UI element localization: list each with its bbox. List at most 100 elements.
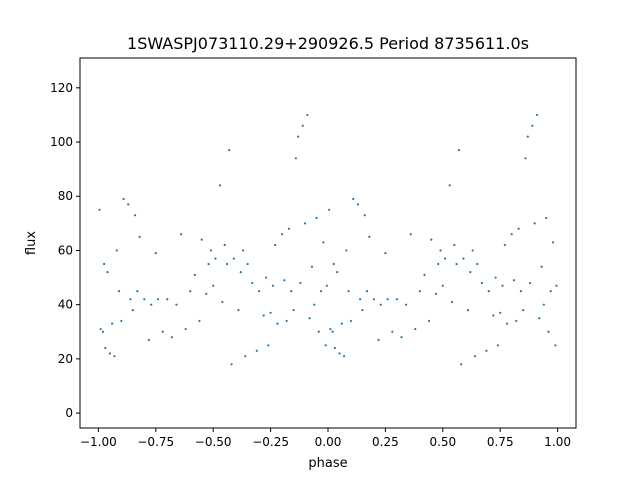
data-point <box>175 303 178 306</box>
data-point <box>336 271 339 274</box>
data-point <box>103 262 106 266</box>
y-tick-label: 80 <box>58 189 73 203</box>
data-point <box>274 243 277 247</box>
data-point <box>331 330 334 333</box>
data-point <box>262 314 265 317</box>
data-point <box>198 319 201 323</box>
data-point <box>485 349 488 352</box>
data-point <box>246 262 249 266</box>
data-point <box>285 319 288 323</box>
data-point <box>223 243 226 247</box>
data-point <box>372 298 376 301</box>
y-tick-label: 0 <box>65 406 73 420</box>
x-tick-label: −0.50 <box>195 435 232 449</box>
data-point <box>209 249 212 252</box>
data-point <box>129 298 132 301</box>
data-point <box>549 290 552 293</box>
data-point <box>156 298 160 301</box>
data-point <box>120 319 123 323</box>
data-point <box>106 271 109 274</box>
data-point <box>134 214 137 217</box>
data-point <box>101 330 105 333</box>
data-point <box>117 290 121 293</box>
data-point <box>547 330 550 333</box>
data-point <box>347 290 350 293</box>
x-axis-label: phase <box>308 456 347 471</box>
data-point <box>395 298 398 301</box>
data-point <box>113 355 116 358</box>
data-point <box>379 303 382 306</box>
data-point <box>363 214 366 217</box>
data-point <box>317 330 320 333</box>
data-point <box>555 284 558 287</box>
data-point <box>258 290 261 293</box>
data-point <box>423 273 426 276</box>
data-point <box>427 319 431 323</box>
data-point <box>328 208 331 211</box>
data-point <box>386 298 389 301</box>
data-point <box>487 290 490 293</box>
data-point <box>430 238 433 241</box>
data-point <box>540 265 543 268</box>
data-point <box>170 336 173 339</box>
data-point <box>122 197 125 201</box>
data-point <box>324 344 327 347</box>
plot-area-frame <box>79 57 577 429</box>
x-tick-label: 0.00 <box>315 435 342 449</box>
data-point <box>218 184 222 187</box>
data-point <box>503 243 506 247</box>
data-point <box>352 197 355 201</box>
data-point <box>303 222 307 225</box>
chart-title: 1SWASPJ073110.29+290926.5 Period 8735611… <box>127 34 529 53</box>
data-point <box>531 124 534 127</box>
data-point <box>515 319 518 323</box>
data-point <box>332 262 335 266</box>
data-point <box>283 279 286 282</box>
data-point <box>230 363 233 366</box>
data-point <box>545 216 548 220</box>
data-point <box>528 281 532 285</box>
data-point <box>512 279 516 282</box>
data-point <box>444 257 447 260</box>
x-tick-label: −1.00 <box>80 435 117 449</box>
data-point <box>492 314 495 317</box>
data-point <box>506 322 509 325</box>
y-tick-label: 60 <box>58 243 73 257</box>
data-point <box>228 149 231 152</box>
data-point <box>448 184 451 187</box>
data-point <box>437 262 440 266</box>
data-point <box>269 311 272 314</box>
data-point <box>313 303 316 306</box>
data-point <box>462 257 465 260</box>
x-axis: −1.00 −0.75 −0.50 −0.25 0.00 0.25 0.50 0.75 1.00 <box>80 428 571 449</box>
data-point <box>99 327 102 331</box>
data-point <box>108 352 111 355</box>
data-point <box>400 336 403 339</box>
data-point <box>255 349 258 352</box>
data-point <box>510 233 513 236</box>
y-tick-label: 20 <box>58 352 73 366</box>
data-point <box>329 327 332 331</box>
data-point <box>469 271 472 274</box>
data-point <box>473 355 477 358</box>
data-point <box>244 355 247 358</box>
data-point <box>131 308 134 312</box>
data-point <box>333 346 336 350</box>
data-point <box>214 257 217 260</box>
data-point <box>439 249 442 252</box>
data-point <box>143 298 146 301</box>
data-point <box>551 241 555 244</box>
data-point <box>264 276 268 279</box>
data-point <box>542 303 545 306</box>
data-point <box>297 135 300 138</box>
data-point <box>377 338 380 341</box>
data-point <box>526 135 529 138</box>
x-tick-label: 1.00 <box>544 435 571 449</box>
data-point <box>384 252 387 255</box>
data-point <box>320 290 323 293</box>
x-tick-label: −0.75 <box>137 435 174 449</box>
data-point <box>496 344 500 347</box>
data-point <box>391 330 394 333</box>
data-point <box>315 216 318 220</box>
data-point <box>161 330 164 333</box>
